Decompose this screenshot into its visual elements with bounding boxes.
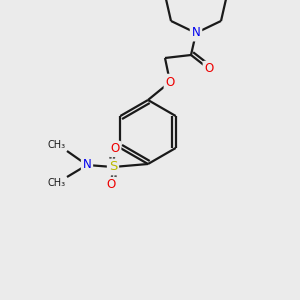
Text: N: N [192, 26, 200, 40]
Text: O: O [204, 62, 214, 76]
Text: S: S [109, 160, 117, 173]
Text: N: N [192, 26, 200, 40]
Text: O: O [110, 142, 120, 155]
Text: CH₃: CH₃ [48, 178, 66, 188]
Text: O: O [165, 76, 175, 88]
Text: O: O [106, 178, 116, 191]
Text: N: N [82, 158, 91, 172]
Text: CH₃: CH₃ [48, 140, 66, 150]
